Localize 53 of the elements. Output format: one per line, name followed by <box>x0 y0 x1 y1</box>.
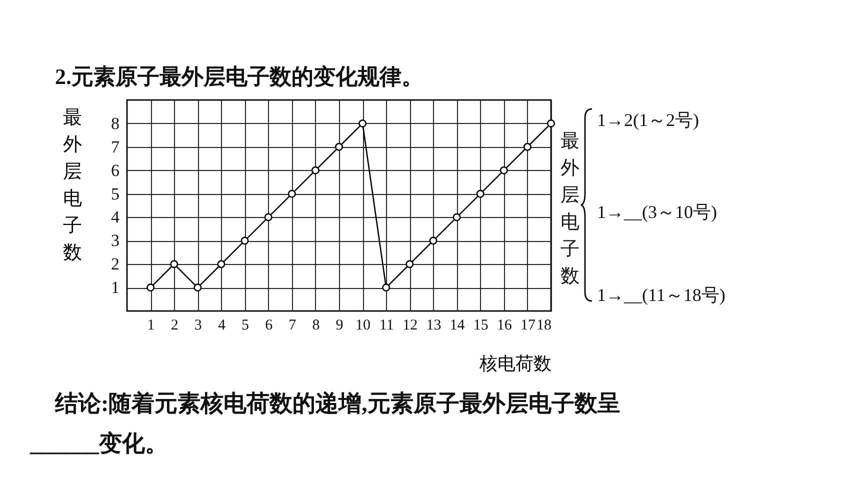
point <box>240 236 249 245</box>
y-tick-label: 8 <box>111 114 120 133</box>
y-tick-label: 6 <box>111 160 120 180</box>
point <box>170 260 178 268</box>
point <box>194 284 202 292</box>
chart-title: 2.元素原子最外层电子数的变化规律。 <box>55 63 424 91</box>
x-tick-label: 9 <box>336 318 344 334</box>
y-tick-label: 2 <box>111 254 120 274</box>
text: 1→__(3～10号) <box>597 201 717 224</box>
point <box>500 166 508 174</box>
x-tick-label: 18 <box>536 318 552 334</box>
point <box>523 142 532 151</box>
point <box>146 284 155 292</box>
y-tick-label: 4 <box>111 208 120 227</box>
x-tick-label: 8 <box>312 318 320 334</box>
x-tick-label: 15 <box>473 318 488 334</box>
point <box>546 119 556 128</box>
x-tick-label: 16 <box>496 318 512 334</box>
x-tick-label: 13 <box>426 318 442 334</box>
text: 最外层电子数 <box>63 108 82 264</box>
x-tick-label: 11 <box>379 318 394 334</box>
y-tick-label: 3 <box>111 231 120 250</box>
point <box>217 260 226 268</box>
point <box>406 260 414 268</box>
x-tick-label: 1 <box>147 318 155 334</box>
x-tick-label: 4 <box>218 318 226 334</box>
x-tick-label: 2 <box>170 318 178 334</box>
point <box>288 190 296 198</box>
text: 1→__(11～18号) <box>597 284 726 307</box>
text: 结论:随着元素核电荷数的递增,元素原子最外层电子数呈 <box>55 390 620 418</box>
x-axis-title: 核电荷数 <box>478 354 552 374</box>
x-tick-label: 17 <box>520 318 536 334</box>
y-tick-label: 7 <box>111 137 120 156</box>
x-tick-label: 12 <box>402 318 418 334</box>
point <box>429 236 438 245</box>
x-tick-label: 14 <box>450 318 466 334</box>
point <box>334 142 344 151</box>
x-tick-label: 6 <box>265 318 274 334</box>
text: 1→2(1～2号) <box>597 109 699 132</box>
point <box>382 284 390 292</box>
point <box>264 213 272 222</box>
point <box>311 166 320 174</box>
y-tick-label: 1 <box>111 278 120 298</box>
y-tick-label: 5 <box>111 184 120 204</box>
x-tick-label: 5 <box>242 318 250 334</box>
x-tick-label: 7 <box>288 318 297 334</box>
point <box>358 119 367 128</box>
y-axis-title: 最外层电子数 <box>560 130 580 289</box>
point <box>452 213 461 222</box>
point <box>476 190 484 198</box>
text: ______变化。 <box>30 430 168 458</box>
x-tick-label: 3 <box>194 318 202 334</box>
x-tick-label: 10 <box>356 318 371 334</box>
